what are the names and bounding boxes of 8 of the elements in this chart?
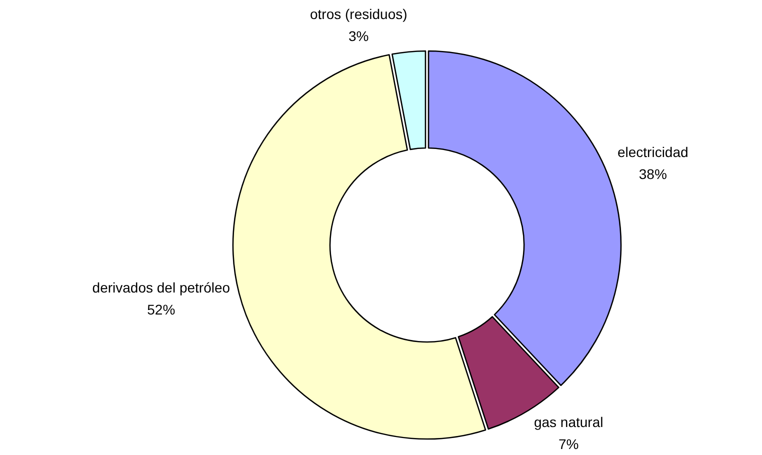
data-label: 7% bbox=[558, 436, 579, 452]
slice-label: derivados del petróleo bbox=[92, 280, 230, 296]
slice-label: gas natural bbox=[534, 414, 604, 430]
data-label: 52% bbox=[147, 302, 176, 318]
slice-label: otros (residuos) bbox=[310, 6, 408, 22]
data-label: 38% bbox=[638, 166, 667, 182]
slice-label: electricidad bbox=[617, 144, 688, 160]
data-label: 3% bbox=[348, 28, 369, 44]
